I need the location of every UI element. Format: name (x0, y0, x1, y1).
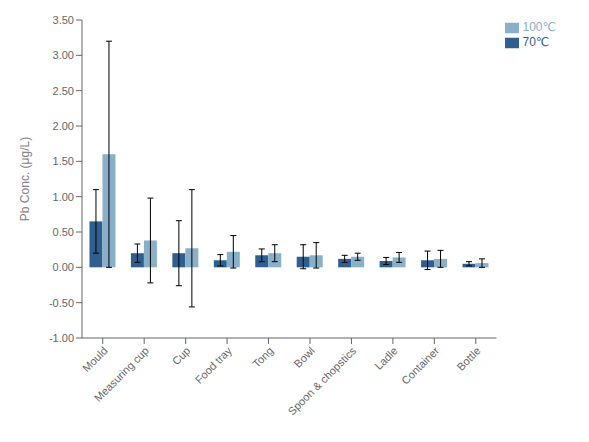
html-text:100℃: 100℃ (522, 20, 556, 34)
svg-text:Tong: Tong (250, 344, 275, 369)
svg-text:Measuring cup: Measuring cup (92, 344, 152, 404)
svg-text:3.50: 3.50 (53, 14, 74, 26)
svg-text:Cup: Cup (170, 344, 193, 367)
svg-text:-0.50: -0.50 (49, 297, 74, 309)
svg-text:2.00: 2.00 (53, 120, 74, 132)
svg-text:Pb Conc. (μg/L): Pb Conc. (μg/L) (18, 137, 32, 221)
html-text:70℃: 70℃ (522, 34, 550, 49)
svg-text:1.50: 1.50 (53, 155, 74, 167)
svg-text:Container: Container (399, 344, 441, 386)
svg-text:-1.00: -1.00 (49, 332, 74, 344)
svg-text:2.50: 2.50 (53, 85, 74, 97)
svg-text:Food tray: Food tray (193, 344, 235, 386)
svg-text:Bowl: Bowl (292, 344, 317, 369)
svg-text:0.00: 0.00 (53, 261, 74, 273)
svg-text:Spoon & chopstics: Spoon & chopstics (285, 344, 358, 417)
svg-text:Ladle: Ladle (372, 344, 400, 372)
svg-text:3.00: 3.00 (53, 49, 74, 61)
svg-text:0.50: 0.50 (53, 226, 74, 238)
svg-text:Bottle: Bottle (454, 344, 482, 372)
svg-text:Mould: Mould (80, 344, 110, 374)
svg-text:1.00: 1.00 (53, 191, 74, 203)
